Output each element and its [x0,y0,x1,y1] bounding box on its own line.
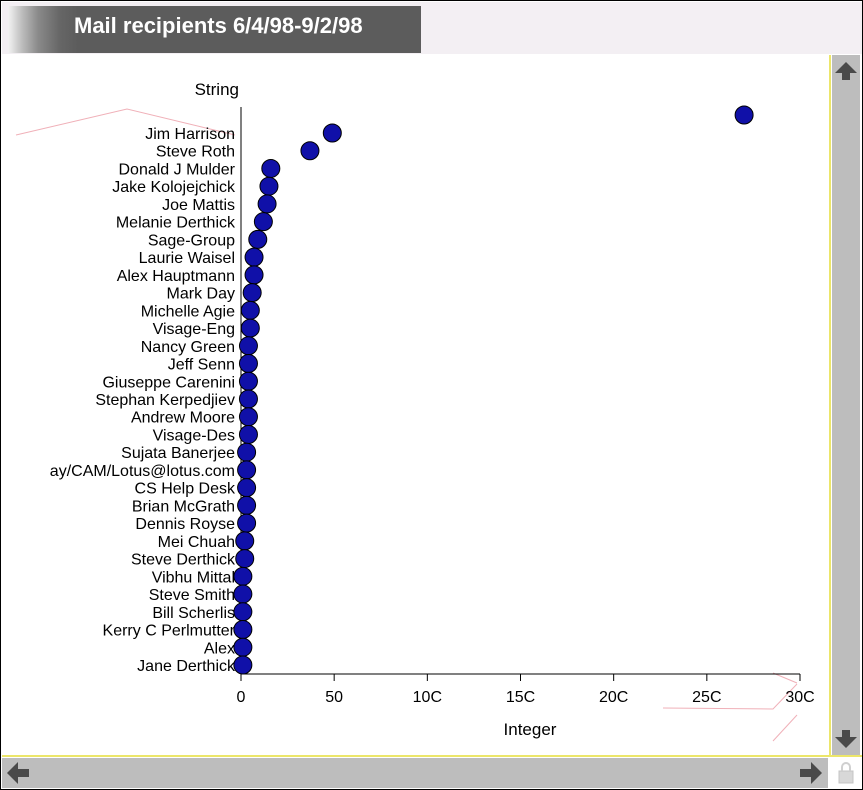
y-tick-label: Nancy Green [141,339,235,356]
arrow-up-icon[interactable] [834,59,858,83]
x-tick-label: 50 [325,689,343,706]
y-tick-label: Visage-Des [153,427,235,444]
y-tick-label: Alex [204,640,235,657]
decor-line-bottom [662,683,798,710]
x-axis-title: Integer [504,720,557,739]
y-tick-label: Brian McGrath [132,498,235,515]
data-point [257,194,277,214]
data-point [322,123,342,143]
data-point [248,229,268,249]
arrow-right-icon[interactable] [798,761,824,785]
y-tick-label: Joe Mattis [162,197,235,214]
data-point [233,637,253,657]
data-point [261,158,281,178]
data-point [238,371,258,391]
data-point [242,283,262,303]
y-tick-label: Sage-Group [148,232,235,249]
title-bar: Mail recipients 6/4/98-9/2/98 [2,2,862,54]
x-ticks: 0 50 10C 15C 20C 25C 30C [237,674,815,706]
decor-line-bottom-3 [772,714,798,742]
horizontal-scrollbar[interactable] [2,758,828,788]
x-tick-label: 30C [785,689,814,706]
plot-border-right [829,55,831,757]
lock-icon [838,762,854,784]
data-point [237,513,257,533]
data-point [237,442,257,462]
data-point [233,620,253,640]
data-point [240,318,260,338]
data-point [253,212,273,232]
y-tick-label: Alex Hauptmann [117,268,235,285]
y-tick-label: Kerry C Perlmutter [103,623,236,640]
title-tab: Mail recipients 6/4/98-9/2/98 [8,6,421,53]
x-tick-label: 0 [237,689,246,706]
plot-area: String Jim Harrison Steve Roth Donald J Mu… [2,55,828,755]
data-point [259,176,279,196]
data-point [237,460,257,480]
y-tick-label: Melanie Derthick [116,215,236,232]
x-tick-label: 15C [506,689,535,706]
data-points [233,105,754,675]
data-point [235,531,255,551]
data-point [300,141,320,161]
data-point-outlier [734,105,754,125]
y-tick-label: Steve Derthick [131,552,236,569]
data-point [238,389,258,409]
data-point [244,265,264,285]
y-tick-label: Stephan Kerpedjiev [95,392,235,409]
decor-line-bottom-2 [772,672,798,684]
y-tick-label: ay/CAM/Lotus@lotus.com [50,463,235,480]
y-tick-label: Steve Roth [156,144,235,161]
y-tick-label: Steve Smith [149,587,235,604]
decorative-lines [15,108,798,742]
y-tick-label: Sujata Banerjee [121,445,235,462]
y-tick-label: Donald J Mulder [119,161,236,178]
y-tick-label: Mark Day [167,286,235,303]
x-tick-label: 20C [599,689,628,706]
data-point [233,602,253,622]
data-point [233,566,253,586]
scroll-corner [832,758,860,788]
arrow-left-icon[interactable] [5,761,31,785]
y-tick-label: Visage-Eng [153,321,235,338]
data-point [240,300,260,320]
data-point [238,336,258,356]
data-point [233,584,253,604]
y-tick-label: Michelle Agie [141,303,235,320]
window-title: Mail recipients 6/4/98-9/2/98 [74,13,363,38]
y-tick-label: Andrew Moore [131,410,235,427]
y-tick-label: Jim Harrison [145,126,235,143]
y-tick-label: Jeff Senn [168,357,235,374]
data-point [237,478,257,498]
data-point [238,354,258,374]
vertical-scrollbar[interactable] [832,55,860,755]
y-tick-label: CS Help Desk [135,481,236,498]
x-tick-label: 10C [413,689,442,706]
y-tick-label: Laurie Waisel [139,250,235,267]
y-axis-title: String [195,80,239,99]
arrow-down-icon[interactable] [834,727,858,751]
x-tick-label: 25C [692,689,721,706]
y-tick-label: Jane Derthick [137,658,236,675]
data-point [235,549,255,569]
decor-line-top [15,108,236,136]
data-point [238,424,258,444]
y-tick-label: Mei Chuah [158,534,235,551]
y-tick-label: Giuseppe Carenini [102,374,235,391]
data-point [233,655,253,675]
y-tick-label: Bill Scherlis [152,605,235,622]
plot-border-bottom [2,755,862,757]
y-tick-label: Jake Kolojejchick [112,179,236,196]
data-point [237,495,257,515]
y-tick-label: Dennis Royse [135,516,235,533]
y-tick-label: Vibhu Mittal [152,569,235,586]
data-point [238,407,258,427]
data-point [244,247,264,267]
